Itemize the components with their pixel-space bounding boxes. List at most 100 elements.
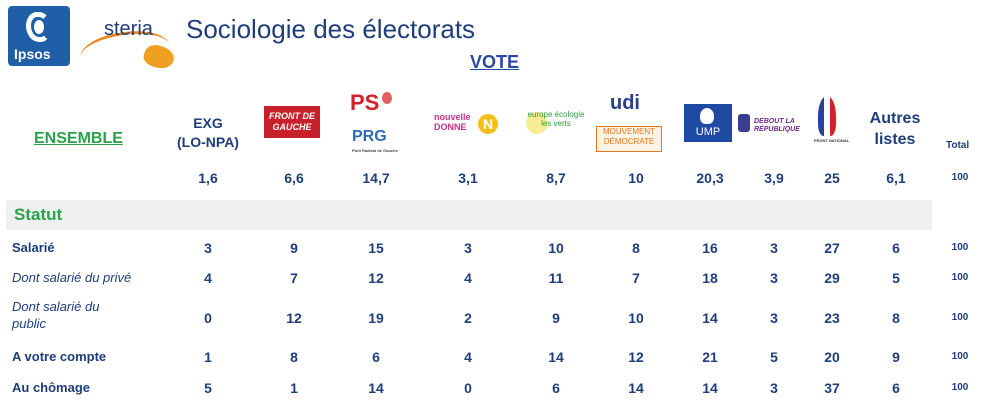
prg-word: PRG [352, 128, 387, 145]
total-cell: 100 [951, 272, 969, 283]
ump-word: UMP [695, 126, 721, 138]
ump-tree-icon [700, 108, 714, 124]
cell: 10 [628, 170, 644, 186]
cell: 3 [770, 270, 778, 286]
cell: 7 [632, 270, 640, 286]
cell: 23 [824, 310, 840, 326]
cell: 10 [628, 310, 644, 326]
cell: 6 [892, 380, 900, 396]
cell: 6,6 [284, 170, 304, 186]
cell: 3 [204, 240, 212, 256]
column-exg: EXG (LO-NPA) [168, 114, 248, 152]
row-label: Au chômage [12, 380, 91, 395]
exg-sub-label: (LO-NPA) [177, 134, 239, 150]
cell: 3 [464, 240, 472, 256]
nouvelle-donne-word: nouvelle DONNE [434, 112, 471, 132]
fn-word: FRONT NATIONAL [814, 138, 850, 143]
front-de-gauche-logo: FRONT DE GAUCHE [264, 106, 320, 138]
dlr-mark-icon [738, 114, 750, 132]
dlr-logo: DEBOUT LA RÉPUBLIQUE [738, 112, 806, 140]
table-row: Au chômage 5 1 14 0 6 14 14 3 37 6 100 [0, 376, 990, 400]
steria-logo: steria [77, 12, 190, 78]
cell: 3 [770, 240, 778, 256]
cell: 8 [892, 310, 900, 326]
cell: 25 [824, 170, 840, 186]
nouvelle-donne-n-icon: N [478, 114, 498, 134]
cell: 2 [464, 310, 472, 326]
cell: 9 [290, 240, 298, 256]
cell: 12 [628, 349, 644, 365]
cell: 14 [548, 349, 564, 365]
cell: 27 [824, 240, 840, 256]
cell: 14 [702, 310, 718, 326]
row-label: A votre compte [12, 349, 107, 364]
cell: 29 [824, 270, 840, 286]
cell: 20,3 [696, 170, 724, 186]
total-cell: 100 [951, 312, 969, 323]
cell: 3,1 [458, 170, 478, 186]
section-statut: Statut [6, 200, 932, 230]
ensemble-row: 1,6 6,6 14,7 3,1 8,7 10 20,3 3,9 25 6,1 … [0, 166, 990, 190]
ps-logo: PS [350, 90, 400, 120]
cell: 14 [702, 380, 718, 396]
autres-line1: Autres [869, 110, 921, 127]
prg-logo: PRG Parti Radical de Gauche [352, 128, 398, 153]
cell: 6 [372, 349, 380, 365]
ump-logo: UMP [684, 104, 732, 142]
table-row: Salarié 3 9 15 3 10 8 16 3 27 6 100 [0, 236, 990, 260]
rose-icon [382, 92, 392, 104]
cell: 15 [368, 240, 384, 256]
flame-icon [818, 96, 836, 136]
ps-word: PS [350, 90, 380, 115]
cell: 0 [464, 380, 472, 396]
column-autres-listes: Autres listes [860, 108, 930, 150]
cell: 37 [824, 380, 840, 396]
modem-logo: MOUVEMENT DÉMOCRATE [596, 126, 662, 152]
cell: 10 [548, 240, 564, 256]
table-row: Dont salarié du privé 4 7 12 4 11 7 18 3… [0, 266, 990, 290]
cell: 0 [204, 310, 212, 326]
ipsos-swirl-icon [26, 12, 50, 42]
cell: 11 [548, 270, 564, 286]
cell: 5 [892, 270, 900, 286]
cell: 5 [770, 349, 778, 365]
row-label-line2: public [12, 316, 46, 331]
eelv-logo: europe écologie les verts [526, 110, 586, 140]
nouvelle-donne-logo: nouvelle DONNE N [434, 112, 502, 140]
ensemble-label: ENSEMBLE [34, 130, 123, 147]
cell: 14,7 [362, 170, 390, 186]
cell: 19 [368, 310, 384, 326]
udi-logo: udi [610, 92, 640, 114]
total-header: Total [946, 140, 970, 151]
ipsos-swirl-dot [34, 20, 44, 34]
cell: 3 [770, 380, 778, 396]
cell: 12 [368, 270, 384, 286]
sun-icon [526, 112, 548, 134]
vote-heading: VOTE [470, 52, 520, 72]
cell: 20 [824, 349, 840, 365]
cell: 6 [552, 380, 560, 396]
cell: 8 [632, 240, 640, 256]
cell: 5 [204, 380, 212, 396]
ipsos-logo: Ipsos [8, 6, 70, 66]
cell: 6 [892, 240, 900, 256]
total-cell: 100 [951, 242, 969, 253]
cell: 9 [892, 349, 900, 365]
row-label: Dont salarié du public [12, 298, 99, 332]
cell: 1 [290, 380, 298, 396]
cell: 8 [290, 349, 298, 365]
eelv-word: europe écologie les verts [527, 110, 585, 128]
cell: 16 [702, 240, 718, 256]
exg-label: EXG [193, 115, 223, 131]
row-label: Dont salarié du privé [12, 270, 132, 285]
row-label: Salarié [12, 240, 55, 255]
cell: 4 [204, 270, 212, 286]
fn-logo: FRONT NATIONAL [812, 96, 856, 148]
cell: 9 [552, 310, 560, 326]
cell: 1 [204, 349, 212, 365]
cell: 4 [464, 349, 472, 365]
cell: 1,6 [198, 170, 218, 186]
table-row: Dont salarié du public 0 12 19 2 9 10 14… [0, 299, 990, 331]
cell: 14 [628, 380, 644, 396]
autres-line2: listes [874, 131, 916, 148]
